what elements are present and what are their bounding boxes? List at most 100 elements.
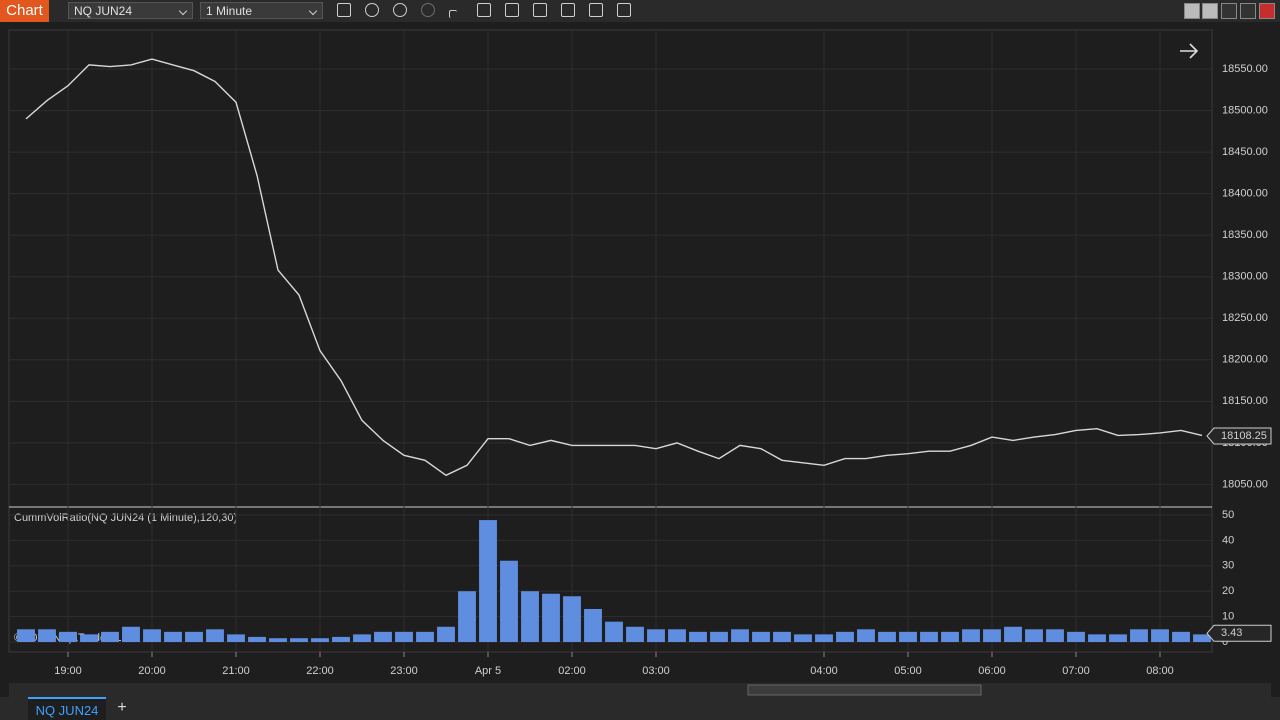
last-value-label: 18108.25	[1221, 430, 1267, 442]
y-tick-label: 20	[1222, 585, 1234, 597]
volume-ratio-bar	[878, 631, 896, 642]
y-tick-label: 40	[1222, 534, 1234, 546]
toolbar: Chart NQ JUN24 1 Minute	[0, 0, 1280, 22]
volume-ratio-bar	[458, 591, 476, 642]
volume-ratio-bar	[731, 629, 749, 642]
volume-ratio-bar	[1130, 629, 1148, 642]
indicator-title: CummVolRatio(NQ JUN24 (1 Minute),120,30)	[14, 512, 237, 524]
volume-ratio-bar	[1193, 634, 1211, 642]
instrument-select[interactable]: NQ JUN24	[68, 2, 193, 19]
indicators[interactable]	[533, 3, 547, 17]
volume-ratio-bar	[227, 634, 245, 642]
y-tick-label: 18150.00	[1222, 395, 1268, 407]
volume-ratio-bar	[836, 631, 854, 642]
volume-ratio-bar	[857, 629, 875, 642]
volume-ratio-bar	[332, 636, 350, 642]
properties[interactable]	[505, 3, 519, 17]
minimize[interactable]	[1221, 3, 1237, 19]
volume-ratio-bar	[773, 631, 791, 642]
volume-ratio-bar	[815, 634, 833, 642]
draw-tool[interactable]	[365, 3, 379, 17]
y-tick-label: 0	[1222, 636, 1228, 648]
volume-ratio-bar	[164, 631, 182, 642]
volume-ratio-bar	[689, 631, 707, 642]
x-tick-label: 21:00	[222, 665, 250, 677]
window-btn[interactable]	[1202, 3, 1218, 19]
volume-ratio-bar	[941, 631, 959, 642]
templates[interactable]	[589, 3, 603, 17]
volume-ratio-bar	[647, 629, 665, 642]
volume-ratio-bar	[542, 593, 560, 642]
volume-ratio-bar	[584, 608, 602, 642]
chart-canvas: CummVolRatio(NQ JUN24 (1 Minute),120,30)…	[8, 29, 1272, 697]
close[interactable]	[1259, 3, 1275, 19]
price-line	[25, 58, 1203, 477]
zoom-out[interactable]	[421, 3, 435, 17]
interval-select[interactable]: 1 Minute	[200, 2, 323, 19]
volume-ratio-bar	[206, 629, 224, 642]
volume-ratio-bar	[38, 629, 56, 642]
volume-ratio-bar	[563, 596, 581, 642]
strategies[interactable]	[561, 3, 575, 17]
x-tick-label: 22:00	[306, 665, 334, 677]
data-box[interactable]	[477, 3, 491, 17]
x-tick-label: 19:00	[54, 665, 82, 677]
x-tick-label: Apr 5	[475, 665, 501, 677]
volume-ratio-bar	[437, 626, 455, 642]
scrollbar[interactable]	[9, 683, 1271, 697]
volume-ratio-bar	[311, 638, 329, 642]
chart-tab-label[interactable]: Chart	[0, 0, 49, 22]
scroll-thumb[interactable]	[747, 684, 982, 696]
y-tick-label: 18350.00	[1222, 229, 1268, 241]
x-tick-label: 05:00	[894, 665, 922, 677]
y-tick-label: 18500.00	[1222, 104, 1268, 116]
volume-ratio-bar	[1109, 634, 1127, 642]
x-tick-label: 06:00	[978, 665, 1006, 677]
last-value-marker	[1206, 427, 1272, 445]
volume-ratio-bar	[710, 631, 728, 642]
last-value-marker	[1206, 624, 1272, 642]
window-btn[interactable]	[1184, 3, 1200, 19]
add-tab[interactable]: +	[117, 699, 127, 716]
x-tick-label: 04:00	[810, 665, 838, 677]
x-tick-label: 23:00	[390, 665, 418, 677]
volume-ratio-bar	[668, 629, 686, 642]
volume-ratio-bar	[1046, 629, 1064, 642]
maximize[interactable]	[1240, 3, 1256, 19]
volume-ratio-bar	[1172, 631, 1190, 642]
volume-ratio-bar	[521, 591, 539, 642]
scroll-right-arrow[interactable]	[1180, 43, 1199, 59]
volume-ratio-bar	[290, 638, 308, 642]
volume-ratio-bar	[1151, 629, 1169, 642]
bars-tool[interactable]	[337, 3, 351, 17]
volume-ratio-bar	[101, 631, 119, 642]
volume-ratio-bar	[1004, 626, 1022, 642]
volume-ratio-bar	[143, 629, 161, 642]
volume-ratio-bar	[59, 631, 77, 642]
menu[interactable]	[617, 3, 631, 17]
y-tick-label: 10	[1222, 611, 1234, 623]
zoom-in[interactable]	[393, 3, 407, 17]
volume-ratio-bar	[353, 634, 371, 642]
volume-ratio-bar	[962, 629, 980, 642]
volume-ratio-bar	[794, 634, 812, 642]
volume-ratio-bar	[416, 631, 434, 642]
volume-ratio-bar	[605, 621, 623, 642]
x-tick-label: 03:00	[642, 665, 670, 677]
y-tick-label: 18450.00	[1222, 146, 1268, 158]
y-tick-label: 18400.00	[1222, 188, 1268, 200]
crosshair[interactable]	[449, 10, 457, 18]
volume-ratio-bar	[248, 636, 266, 642]
volume-ratio-bar	[626, 626, 644, 642]
volume-ratio-bar	[899, 631, 917, 642]
y-tick-label: 18300.00	[1222, 271, 1268, 283]
x-tick-label: 08:00	[1146, 665, 1174, 677]
x-tick-label: 07:00	[1062, 665, 1090, 677]
volume-ratio-bar	[479, 520, 497, 642]
instrument-tab[interactable]: NQ JUN24	[28, 697, 106, 720]
volume-ratio-bar	[752, 631, 770, 642]
volume-ratio-bar	[1067, 631, 1085, 642]
y-tick-label: 18550.00	[1222, 63, 1268, 75]
volume-ratio-bar	[1088, 634, 1106, 642]
